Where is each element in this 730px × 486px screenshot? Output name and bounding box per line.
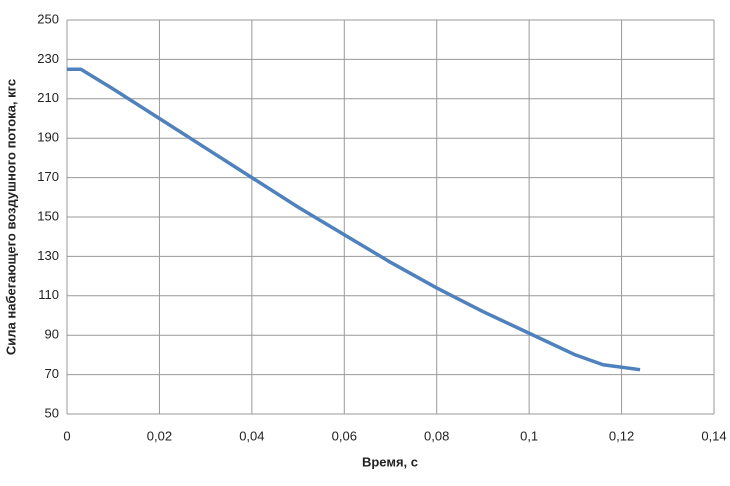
- x-tick-label: 0,08: [424, 428, 449, 443]
- x-tick-label: 0,12: [609, 428, 634, 443]
- y-tick-label: 230: [37, 51, 59, 66]
- x-tick-label: 0,04: [239, 428, 264, 443]
- y-tick-label: 190: [37, 130, 59, 145]
- x-tick-label: 0,14: [701, 428, 726, 443]
- x-tick-label: 0,1: [520, 428, 538, 443]
- y-tick-label: 150: [37, 208, 59, 223]
- x-axis-title: Время, с: [362, 454, 418, 469]
- y-tick-label: 110: [38, 287, 59, 302]
- y-tick-label: 90: [45, 327, 59, 342]
- y-tick-label: 70: [45, 366, 59, 381]
- y-tick-label: 250: [37, 11, 59, 26]
- y-tick-label: 210: [37, 90, 59, 105]
- y-tick-label: 170: [37, 169, 59, 184]
- x-tick-label: 0: [63, 428, 70, 443]
- x-tick-label: 0,02: [147, 428, 172, 443]
- y-axis-title: Сила набегающего воздушного потока, кгс: [3, 79, 18, 355]
- y-tick-label: 50: [45, 405, 59, 420]
- data-line: [67, 67, 641, 372]
- x-tick-label: 0,06: [332, 428, 357, 443]
- y-tick-label: 130: [37, 248, 59, 263]
